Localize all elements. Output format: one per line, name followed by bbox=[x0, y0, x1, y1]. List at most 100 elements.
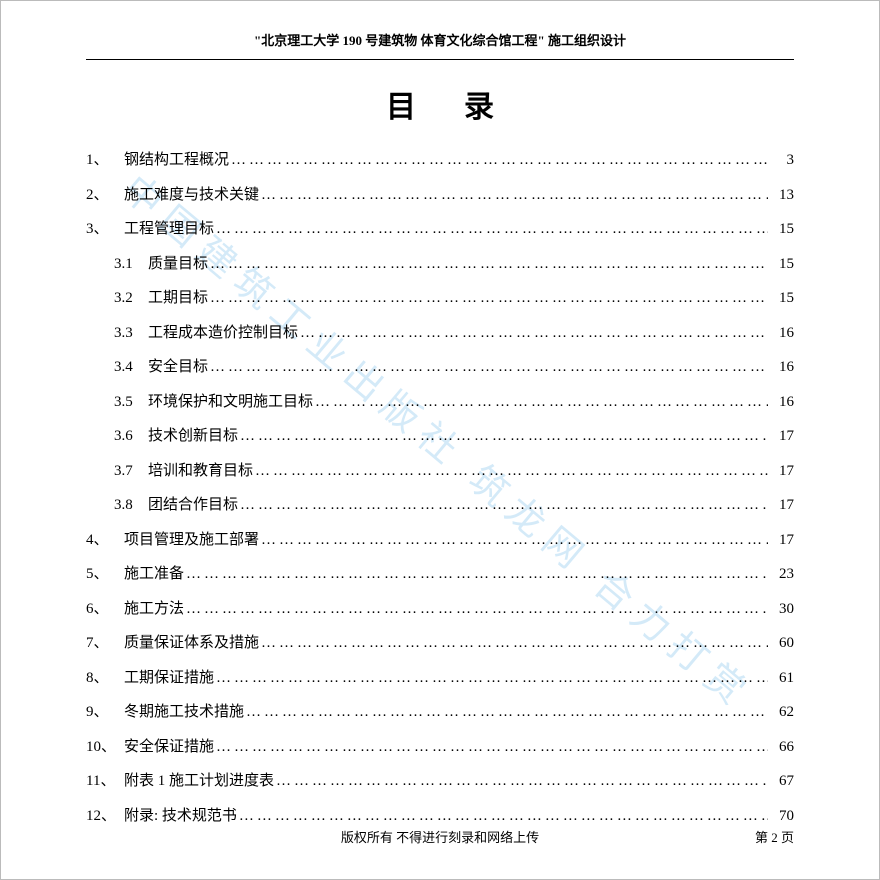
toc-row: 12、附录: 技术规范书…………………………………………………………………………… bbox=[86, 804, 794, 825]
toc-page: 17 bbox=[768, 532, 794, 549]
toc-page: 23 bbox=[768, 566, 794, 583]
toc-leader: …………………………………………………………………………………………………… bbox=[216, 670, 768, 687]
toc-leader: …………………………………………………………………………………………………… bbox=[261, 532, 768, 549]
toc-leader: …………………………………………………………………………………………………… bbox=[231, 152, 768, 169]
toc-leader: …………………………………………………………………………………………………… bbox=[240, 497, 768, 514]
toc-page: 61 bbox=[768, 670, 794, 687]
toc-row: 9、冬期施工技术措施………………………………………………………………………………… bbox=[86, 700, 794, 721]
toc-number: 3.3 bbox=[114, 325, 148, 342]
toc-leader: …………………………………………………………………………………………………… bbox=[216, 221, 768, 238]
toc-page: 15 bbox=[768, 290, 794, 307]
toc-label: 安全保证措施 bbox=[124, 735, 216, 756]
toc-page: 13 bbox=[768, 187, 794, 204]
toc-label: 冬期施工技术措施 bbox=[124, 700, 246, 721]
toc-row: 10、安全保证措施…………………………………………………………………………………… bbox=[86, 735, 794, 756]
toc-row: 3.1质量目标………………………………………………………………………………………… bbox=[86, 252, 794, 273]
toc-leader: …………………………………………………………………………………………………… bbox=[210, 359, 768, 376]
toc-number: 3.2 bbox=[114, 290, 148, 307]
toc-page: 16 bbox=[768, 394, 794, 411]
toc-number: 3、 bbox=[86, 217, 124, 238]
toc-leader: …………………………………………………………………………………………………… bbox=[246, 704, 768, 721]
toc-number: 9、 bbox=[86, 700, 124, 721]
toc-page: 15 bbox=[768, 256, 794, 273]
toc-leader: …………………………………………………………………………………………………… bbox=[261, 187, 768, 204]
toc-label: 培训和教育目标 bbox=[148, 459, 255, 480]
toc-page: 17 bbox=[768, 463, 794, 480]
toc-number: 3.8 bbox=[114, 497, 148, 514]
table-of-contents: 1、 钢结构工程概况 ……………………………………………………………………………… bbox=[86, 148, 794, 825]
toc-number: 3.1 bbox=[114, 256, 148, 273]
toc-page: 16 bbox=[768, 359, 794, 376]
toc-number: 3.7 bbox=[114, 463, 148, 480]
toc-row: 4、项目管理及施工部署……………………………………………………………………………… bbox=[86, 528, 794, 549]
toc-leader: …………………………………………………………………………………………………… bbox=[210, 256, 768, 273]
toc-number: 3.6 bbox=[114, 428, 148, 445]
toc-number: 10、 bbox=[86, 735, 124, 756]
toc-label: 工期保证措施 bbox=[124, 666, 216, 687]
toc-label: 施工方法 bbox=[124, 597, 186, 618]
toc-label: 附表 1 施工计划进度表 bbox=[124, 769, 276, 790]
toc-label: 施工准备 bbox=[124, 562, 186, 583]
toc-label: 团结合作目标 bbox=[148, 493, 240, 514]
toc-label: 工程成本造价控制目标 bbox=[148, 321, 300, 342]
toc-row: 3.8团结合作目标…………………………………………………………………………………… bbox=[86, 493, 794, 514]
toc-row: 5、施工准备 ………………………………………………………………………………………… bbox=[86, 562, 794, 583]
toc-row: 3.2工期目标………………………………………………………………………………………… bbox=[86, 286, 794, 307]
footer-page-number: 第 2 页 bbox=[755, 827, 794, 846]
toc-leader: …………………………………………………………………………………………………… bbox=[240, 428, 768, 445]
toc-label: 项目管理及施工部署 bbox=[124, 528, 261, 549]
toc-number: 3.5 bbox=[114, 394, 148, 411]
toc-number: 4、 bbox=[86, 528, 124, 549]
toc-number: 11、 bbox=[86, 769, 124, 790]
toc-leader: …………………………………………………………………………………………………… bbox=[239, 808, 768, 825]
toc-row: 3.4安全目标………………………………………………………………………………………… bbox=[86, 355, 794, 376]
toc-page: 66 bbox=[768, 739, 794, 756]
toc-row: 3.5环境保护和文明施工目标……………………………………………………………………… bbox=[86, 390, 794, 411]
toc-leader: …………………………………………………………………………………………………… bbox=[315, 394, 768, 411]
toc-row: 6、施工方法 ………………………………………………………………………………………… bbox=[86, 597, 794, 618]
toc-number: 3.4 bbox=[114, 359, 148, 376]
toc-leader: …………………………………………………………………………………………………… bbox=[186, 566, 768, 583]
toc-label: 质量保证体系及措施 bbox=[124, 631, 261, 652]
toc-label: 安全目标 bbox=[148, 355, 210, 376]
toc-label: 质量目标 bbox=[148, 252, 210, 273]
page-content: "北京理工大学 190 号建筑物 体育文化综合馆工程" 施工组织设计 目录 1、… bbox=[86, 30, 794, 850]
toc-page: 16 bbox=[768, 325, 794, 342]
footer-center: 版权所有 不得进行刻录和网络上传 bbox=[86, 827, 794, 846]
toc-page: 70 bbox=[768, 808, 794, 825]
toc-row: 2、 施工难度与技术关键 ………………………………………………………………………… bbox=[86, 183, 794, 204]
toc-label: 工程管理目标 bbox=[124, 217, 216, 238]
toc-leader: …………………………………………………………………………………………………… bbox=[276, 773, 768, 790]
toc-label: 工期目标 bbox=[148, 286, 210, 307]
toc-label: 钢结构工程概况 bbox=[124, 148, 231, 169]
toc-label: 附录: 技术规范书 bbox=[124, 804, 239, 825]
toc-row: 3、 工程管理目标…………………………………………………………………………………… bbox=[86, 217, 794, 238]
toc-number: 7、 bbox=[86, 631, 124, 652]
toc-number: 5、 bbox=[86, 562, 124, 583]
toc-page: 3 bbox=[768, 152, 794, 169]
toc-row: 3.3工程成本造价控制目标………………………………………………………………………… bbox=[86, 321, 794, 342]
toc-label: 环境保护和文明施工目标 bbox=[148, 390, 315, 411]
toc-page: 60 bbox=[768, 635, 794, 652]
toc-leader: …………………………………………………………………………………………………… bbox=[300, 325, 768, 342]
toc-page: 67 bbox=[768, 773, 794, 790]
doc-title: 目录 bbox=[86, 82, 794, 126]
toc-leader: …………………………………………………………………………………………………… bbox=[261, 635, 768, 652]
toc-leader: …………………………………………………………………………………………………… bbox=[186, 601, 768, 618]
toc-label: 施工难度与技术关键 bbox=[124, 183, 261, 204]
toc-number: 8、 bbox=[86, 666, 124, 687]
toc-leader: …………………………………………………………………………………………………… bbox=[216, 739, 768, 756]
toc-page: 15 bbox=[768, 221, 794, 238]
toc-number: 12、 bbox=[86, 804, 124, 825]
toc-row: 11、附表 1 施工计划进度表…………………………………………………………………… bbox=[86, 769, 794, 790]
toc-row: 3.7培训和教育目标………………………………………………………………………………… bbox=[86, 459, 794, 480]
toc-leader: …………………………………………………………………………………………………… bbox=[255, 463, 768, 480]
toc-page: 17 bbox=[768, 428, 794, 445]
page-header: "北京理工大学 190 号建筑物 体育文化综合馆工程" 施工组织设计 bbox=[86, 30, 794, 53]
toc-row: 8、工期保证措施……………………………………………………………………………………… bbox=[86, 666, 794, 687]
toc-row: 7、质量保证体系及措施……………………………………………………………………………… bbox=[86, 631, 794, 652]
toc-number: 2、 bbox=[86, 183, 124, 204]
header-rule bbox=[86, 59, 794, 60]
toc-row: 3.6技术创新目标…………………………………………………………………………………… bbox=[86, 424, 794, 445]
toc-row: 1、 钢结构工程概况 ……………………………………………………………………………… bbox=[86, 148, 794, 169]
